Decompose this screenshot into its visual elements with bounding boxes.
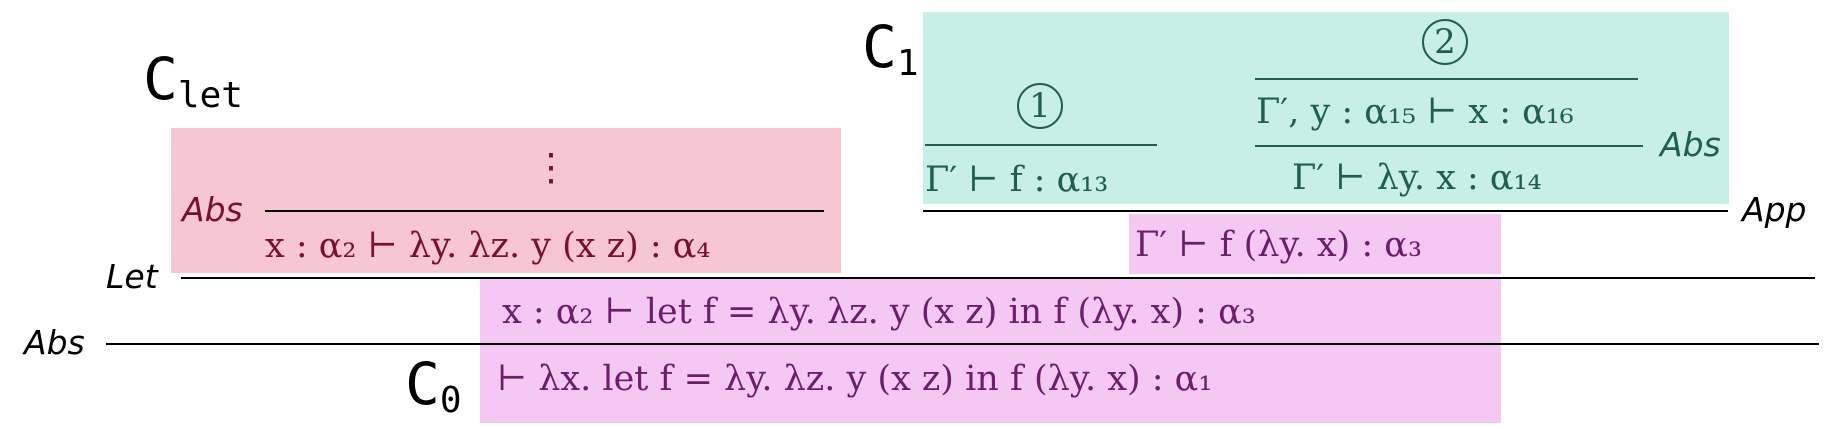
let-body-box — [480, 278, 1501, 423]
rule-line-teal-right-top — [1255, 78, 1638, 80]
premise-x-judgment: Γ′, y : α₁₅ ⊢ x : α₁₆ — [1256, 92, 1574, 132]
rule-label-app: App — [1742, 190, 1807, 229]
rule-label-abs-bottom: Abs — [24, 323, 85, 362]
let-judgment: x : α₂ ⊢ let f = λy. λz. y (x z) in f (λ… — [502, 292, 1256, 332]
rule-line-let — [181, 277, 1815, 279]
premise-f-judgment: Γ′ ⊢ f : α₁₃ — [925, 160, 1109, 200]
app-conclusion-box — [1129, 214, 1501, 274]
rule-label-abs-red: Abs — [182, 190, 243, 229]
rule-line-teal-right-bottom — [1255, 145, 1643, 147]
marker-2-icon: 2 — [1422, 19, 1468, 65]
final-judgment: ⊢ λx. let f = λy. λz. y (x z) in f (λy. … — [497, 359, 1213, 399]
rule-label-abs-teal: Abs — [1660, 125, 1721, 164]
rule-line-app — [923, 210, 1728, 212]
let-definition-box — [171, 128, 841, 273]
vertical-ellipsis: ⋮ — [532, 145, 570, 189]
marker-1-icon: 1 — [1017, 83, 1063, 129]
c-1-label: C1 — [862, 13, 919, 84]
c-let-label: Clet — [143, 45, 243, 116]
lambda-y-judgment: Γ′ ⊢ λy. x : α₁₄ — [1292, 158, 1542, 198]
let-definition-judgment: x : α₂ ⊢ λy. λz. y (x z) : α₄ — [265, 226, 711, 266]
c-0-label: C0 — [405, 350, 462, 421]
rule-label-let: Let — [106, 257, 158, 296]
rule-line-teal-left — [925, 144, 1157, 146]
rule-line-abs-red — [265, 210, 824, 212]
app-judgment: Γ′ ⊢ f (λy. x) : α₃ — [1135, 225, 1422, 265]
rule-line-abs-bottom — [106, 343, 1819, 345]
